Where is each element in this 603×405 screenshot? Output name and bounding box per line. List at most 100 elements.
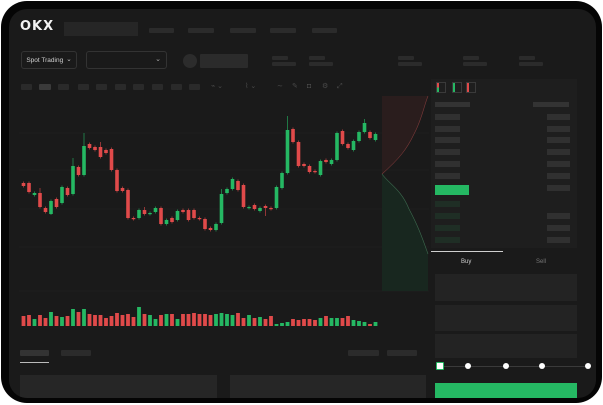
pair-dropdown[interactable]: ⌄: [86, 51, 167, 69]
nav-item[interactable]: [149, 28, 174, 33]
volume-bar: [115, 313, 119, 326]
ask-amount: [547, 137, 570, 143]
volume-bar: [49, 312, 53, 326]
volume-bar: [192, 313, 196, 326]
candle-up: [153, 208, 158, 212]
candle-down: [65, 188, 70, 195]
volume-bar: [346, 316, 350, 326]
candle-down: [236, 181, 240, 190]
candle-down: [313, 171, 317, 173]
slider-step[interactable]: [585, 363, 591, 369]
expand-icon[interactable]: ⤢: [337, 83, 343, 90]
volume-bar: [362, 322, 367, 326]
gear-icon[interactable]: ⚙: [322, 83, 329, 90]
volume-bar: [368, 324, 372, 326]
nav-item[interactable]: [188, 28, 214, 33]
candle-down: [324, 160, 328, 162]
nav-item[interactable]: [230, 28, 256, 33]
coin-avatar: [183, 54, 197, 68]
volume-bar: [313, 320, 317, 326]
order-book-asks-icon[interactable]: [466, 82, 476, 93]
depth-asks-line: [381, 95, 429, 175]
ask-amount: [547, 126, 570, 132]
candle-down: [43, 208, 48, 212]
slider-step[interactable]: [465, 363, 471, 369]
timeframe-button[interactable]: [78, 84, 89, 90]
slider-step[interactable]: [539, 363, 545, 369]
candle-down: [208, 228, 213, 230]
candle-up: [373, 134, 378, 140]
order-book-bids-icon[interactable]: [452, 82, 462, 93]
volume-bar: [351, 320, 356, 326]
ask-price: [435, 126, 460, 132]
volume-bar: [236, 313, 240, 326]
volume-bar: [186, 314, 191, 326]
chevron-down-icon: ⌄: [155, 56, 161, 63]
candle-up: [225, 189, 229, 193]
timeframe-button[interactable]: [39, 84, 51, 90]
volume-bar: [109, 316, 114, 326]
timeframe-button[interactable]: [115, 84, 126, 90]
slider-step[interactable]: [503, 363, 509, 369]
ask-price: [435, 173, 460, 179]
trade-tabs: Buy Sell: [430, 249, 596, 279]
timeframe-button[interactable]: [96, 84, 107, 90]
bottom-action[interactable]: [348, 350, 379, 356]
nav-item[interactable]: [270, 28, 296, 33]
order-book-header-amount: [533, 102, 569, 107]
timeframe-button[interactable]: [58, 84, 69, 90]
bid-amount: [547, 237, 570, 243]
search-bar[interactable]: [64, 22, 138, 36]
candle-up: [49, 201, 53, 214]
depth-asks-area: [382, 96, 428, 174]
volume-bar: [32, 319, 37, 326]
bid-price: [435, 213, 460, 219]
buy-button[interactable]: [435, 383, 577, 398]
pencil-icon[interactable]: ✎: [292, 83, 298, 90]
candle-down: [109, 149, 114, 170]
volume-bar: [137, 307, 141, 326]
tab-open-orders[interactable]: [20, 350, 49, 356]
volume-bar: [274, 324, 279, 326]
tab-sell[interactable]: Sell: [536, 259, 547, 265]
timeframe-button[interactable]: [171, 84, 182, 90]
timeframe-button[interactable]: [189, 84, 200, 90]
tab-buy[interactable]: Buy: [461, 259, 472, 265]
amount-slider-handle[interactable]: [436, 362, 444, 370]
bottom-action[interactable]: [387, 350, 417, 356]
tab-order-history[interactable]: [61, 350, 91, 356]
candle-up: [137, 210, 141, 218]
volume-bar: [335, 318, 339, 326]
amount-input[interactable]: [435, 305, 577, 331]
price-input[interactable]: [435, 274, 577, 301]
timeframe-button[interactable]: [21, 84, 32, 90]
line-tool-icon[interactable]: ∼: [277, 83, 283, 90]
okx-logo[interactable]: OKX: [20, 19, 55, 34]
market-type-dropdown[interactable]: Spot Trading ⌄: [21, 51, 77, 69]
volume-bar: [197, 314, 202, 326]
candle-down: [269, 208, 273, 210]
volume-bar: [98, 315, 103, 326]
camera-icon[interactable]: ◘: [307, 83, 312, 90]
amount-slider-track[interactable]: [441, 366, 589, 367]
indicator-icon[interactable]: ⌁ ⌄: [211, 83, 224, 90]
nav-item[interactable]: [312, 28, 337, 33]
volume-bar: [307, 319, 312, 326]
chart-type-icon[interactable]: ⌇ ⌄: [245, 83, 257, 90]
active-tab-indicator: [431, 251, 503, 252]
total-input[interactable]: [435, 334, 577, 358]
volume-bar: [159, 315, 163, 326]
volume-bar: [241, 318, 246, 326]
volume-bar: [126, 314, 130, 326]
volume-bar: [280, 323, 284, 326]
timeframe-button[interactable]: [152, 84, 163, 90]
volume-bar: [219, 313, 224, 326]
candlestick-chart[interactable]: [9, 9, 596, 398]
candle-up: [60, 187, 64, 203]
volume-bar: [43, 318, 48, 326]
volume-bar: [60, 317, 64, 326]
candle-down: [126, 190, 130, 218]
order-book-both-icon[interactable]: [436, 82, 446, 93]
timeframe-button[interactable]: [133, 84, 144, 90]
volume-bar: [38, 315, 42, 326]
